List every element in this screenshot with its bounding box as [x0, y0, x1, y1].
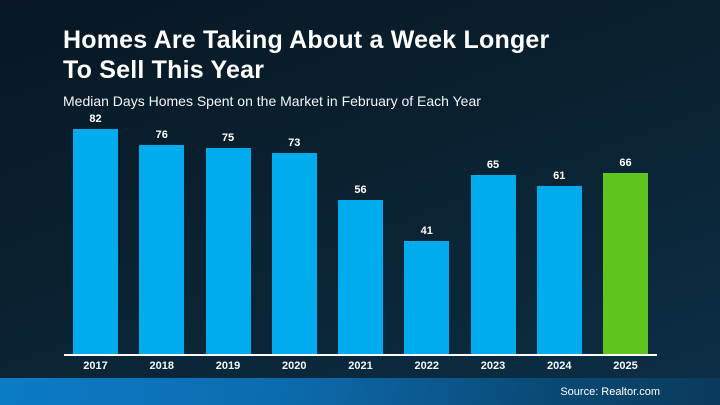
- bar-2017: [73, 128, 118, 354]
- bar-value-label: 41: [420, 225, 433, 238]
- bar-2020: [271, 153, 317, 354]
- x-axis-label-2022: 2022: [414, 360, 439, 372]
- bar-column-2024: 61: [536, 170, 582, 354]
- footer-bar: Source: Realtor.com: [0, 378, 720, 405]
- bar-column-2022: 41: [404, 225, 450, 354]
- x-axis-labels: 2017 2018 2019 2020 2021 2022 2023 2024 2025: [64, 360, 657, 373]
- x-axis-label-2023: 2023: [480, 360, 506, 372]
- bar-column-2020: 73: [271, 137, 317, 354]
- bar-value-label: 75: [221, 131, 235, 144]
- bar-2024: [536, 186, 582, 354]
- bar-2022: [404, 241, 450, 354]
- title-line-2: To Sell This Year: [63, 56, 265, 84]
- bar-2025: [603, 172, 648, 354]
- chart-subtitle: Median Days Homes Spent on the Market in…: [63, 93, 481, 109]
- bar-value-label: 61: [553, 170, 566, 183]
- bar-2018: [139, 145, 185, 354]
- source-attribution: Source: Realtor.com: [560, 385, 660, 398]
- bar-value-label: 76: [155, 129, 168, 141]
- x-axis-label-2020: 2020: [282, 360, 307, 372]
- bar-column-2017: 82: [73, 112, 118, 354]
- bar-column-2018: 76: [139, 129, 185, 354]
- bar-column-2025: 66: [603, 156, 648, 354]
- x-axis-label-2024: 2024: [547, 360, 572, 372]
- bar-value-label: 82: [89, 112, 102, 125]
- x-axis-label-2017: 2017: [83, 360, 108, 372]
- bar-value-label: 65: [486, 159, 500, 172]
- bar-column-2019: 75: [205, 131, 251, 354]
- bar-value-label: 73: [288, 137, 301, 150]
- x-axis-label-2019: 2019: [215, 360, 241, 372]
- x-axis-label-2018: 2018: [149, 360, 174, 372]
- x-axis-label-2021: 2021: [348, 360, 373, 372]
- x-axis-label-2025: 2025: [613, 360, 638, 372]
- bar-column-2021: 56: [338, 184, 383, 354]
- title-line-1: Homes Are Taking About a Week Longer: [63, 26, 550, 54]
- bar-value-label: 56: [354, 184, 367, 196]
- bar-2023: [470, 175, 516, 354]
- bar-chart-plot-area: 82 76 75 73 56 41 65 61 66: [64, 108, 657, 356]
- page-title: Homes Are Taking About a Week Longer To …: [63, 25, 549, 85]
- bar-value-label: 66: [619, 156, 632, 169]
- bar-2019: [205, 147, 251, 354]
- chart-header: Homes Are Taking About a Week Longer To …: [63, 25, 549, 109]
- bar-column-2023: 65: [470, 159, 516, 354]
- bar-2021: [338, 200, 383, 354]
